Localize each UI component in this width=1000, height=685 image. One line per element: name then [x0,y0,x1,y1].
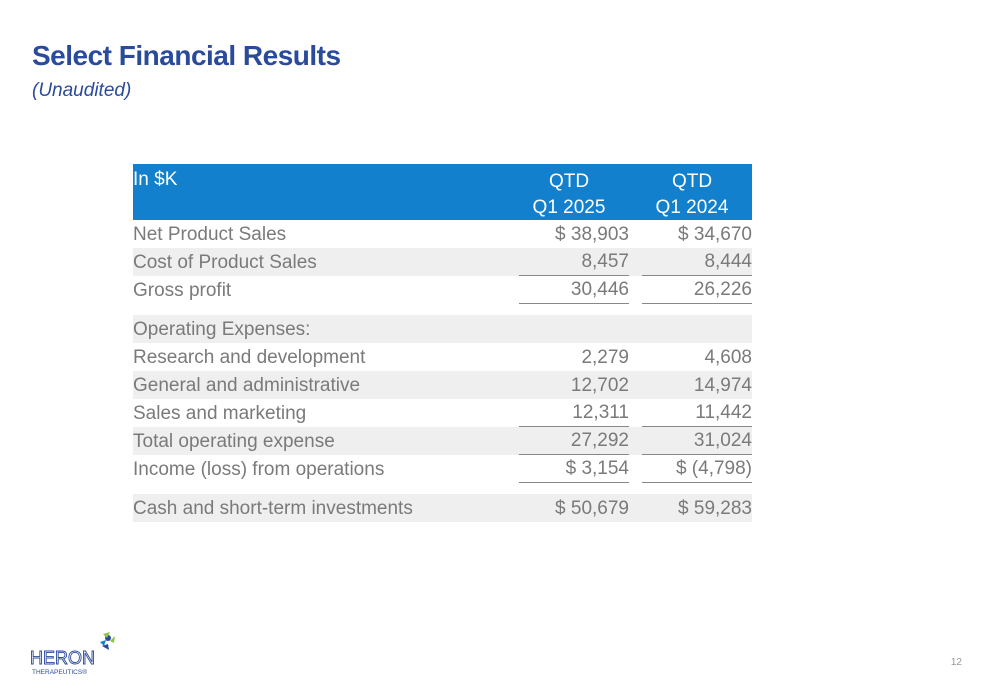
table-header: In $K QTD Q1 2025 QTD Q1 2024 [133,164,752,220]
row-value-q1-2025: 12,702 [570,375,629,396]
logo-wordmark: HERON [30,648,95,668]
header-label: In $K [133,169,178,190]
page-number: 12 [950,657,962,668]
table-row: Income (loss) from operations $ 3,154 $ … [133,455,752,483]
row-label: General and administrative [133,375,361,396]
row-value-q1-2025: 2,279 [581,347,629,368]
row-value-q1-2024: 31,024 [642,427,752,455]
row-value-q1-2025: $ 3,154 [519,455,629,483]
table-row: Gross profit 30,446 26,226 [133,276,752,304]
row-value-q1-2024 [642,315,752,343]
row-value-q1-2025: 30,446 [519,276,629,304]
row-value-q1-2024: $ 34,670 [678,224,752,245]
row-value-q1-2024: 26,226 [642,276,752,304]
row-label: Operating Expenses: [133,319,311,340]
row-spacer [133,304,752,315]
row-value-q1-2025: 27,292 [519,427,629,455]
row-value-q1-2024: 4,608 [704,347,752,368]
row-value-q1-2024: 11,442 [642,399,752,427]
financial-results-table: In $K QTD Q1 2025 QTD Q1 2024 Net Produc… [133,164,752,522]
row-label: Total operating expense [133,431,335,452]
table-row: Operating Expenses: [133,315,752,343]
row-label: Cash and short-term investments [133,498,413,519]
table-row: Research and development 2,279 4,608 [133,343,752,371]
table-row: Net Product Sales $ 38,903 $ 34,670 [133,220,752,248]
row-label: Sales and marketing [133,403,307,424]
row-value-q1-2024: $ (4,798) [642,455,752,483]
table-row: Cash and short-term investments $ 50,679… [133,494,752,522]
page-title: Select Financial Results [32,40,341,71]
page-subtitle: (Unaudited) [32,80,132,101]
row-label: Net Product Sales [133,224,287,245]
row-value-q1-2025: $ 50,679 [555,498,629,519]
table-row: Sales and marketing 12,311 11,442 [133,399,752,427]
row-label: Cost of Product Sales [133,252,317,273]
row-value-q1-2024: 14,974 [693,375,752,396]
row-label: Research and development [133,347,366,368]
header-col1-line1: QTD [548,171,590,192]
row-value-q1-2025: $ 38,903 [555,224,629,245]
row-spacer [133,483,752,494]
row-value-q1-2025: 12,311 [519,399,629,427]
heron-logo-icon: HERON THERAPEUTICS® [30,632,115,676]
heron-logo: HERON THERAPEUTICS® [30,628,130,676]
table-row: Cost of Product Sales 8,457 8,444 [133,248,752,276]
table-row: Total operating expense 27,292 31,024 [133,427,752,455]
row-label: Income (loss) from operations [133,459,385,480]
table-row: General and administrative 12,702 14,974 [133,371,752,399]
row-value-q1-2025 [519,315,629,343]
row-value-q1-2024: 8,444 [642,248,752,276]
header-col-q1-2025: QTD Q1 2025 [509,164,629,221]
header-col2-line1: QTD [671,171,713,192]
row-label: Gross profit [133,280,232,301]
header-col-q1-2024: QTD Q1 2024 [632,164,752,221]
row-value-q1-2024: $ 59,283 [678,498,752,519]
row-value-q1-2025: 8,457 [519,248,629,276]
header-col1-line2: Q1 2025 [532,197,606,218]
logo-tagline: THERAPEUTICS® [32,668,87,676]
header-col2-line2: Q1 2024 [655,197,729,218]
